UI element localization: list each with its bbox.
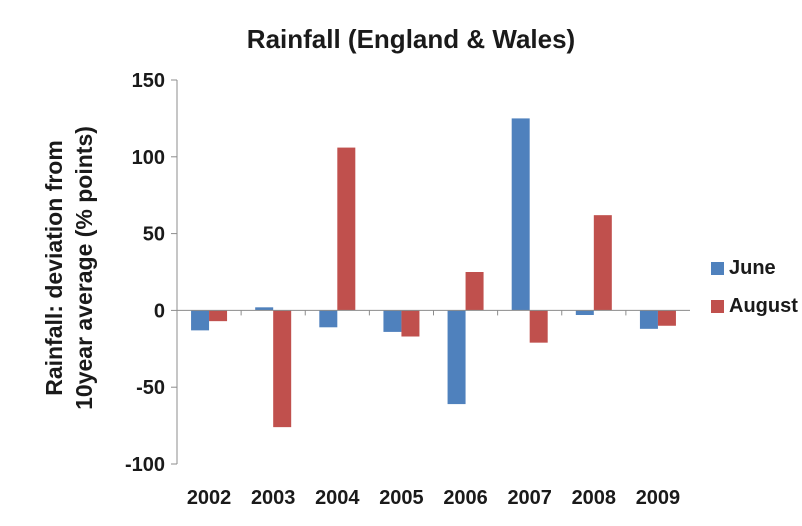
bar-august-2007 bbox=[529, 310, 548, 343]
bar-august-2004 bbox=[337, 147, 356, 311]
x-tick-label: 2007 bbox=[507, 487, 552, 509]
bar-june-2005 bbox=[383, 310, 402, 332]
y-tick-label: -50 bbox=[136, 377, 165, 399]
x-tick-label: 2006 bbox=[443, 487, 488, 509]
bar-june-2007 bbox=[511, 118, 530, 311]
x-tick-label: 2009 bbox=[636, 487, 681, 509]
legend-label-august: August bbox=[729, 295, 798, 317]
y-tick-label: 150 bbox=[132, 70, 165, 92]
y-tick-label: 0 bbox=[154, 300, 165, 322]
bar-august-2009 bbox=[657, 310, 676, 326]
y-tick-label: -100 bbox=[125, 454, 165, 476]
y-tick-label: 50 bbox=[143, 224, 165, 246]
x-tick-label: 2003 bbox=[251, 487, 296, 509]
y-axis-label-line1: Rainfall: deviation from bbox=[41, 140, 67, 396]
bar-june-2009 bbox=[639, 310, 658, 329]
x-tick-label: 2004 bbox=[315, 487, 360, 509]
y-axis-label: Rainfall: deviation from 10year average … bbox=[41, 126, 97, 410]
bar-august-2002 bbox=[209, 310, 228, 322]
bar-august-2006 bbox=[465, 272, 484, 311]
y-tick-label: 100 bbox=[132, 147, 165, 169]
x-tick-label: 2002 bbox=[187, 487, 232, 509]
y-axis-label-line2: 10year average (% points) bbox=[71, 126, 97, 410]
bar-june-2003 bbox=[255, 307, 274, 311]
legend-swatch-june bbox=[711, 262, 724, 275]
x-tick-label: 2005 bbox=[379, 487, 424, 509]
y-axis-ticks: -100 -50 0 50 100 150 bbox=[125, 70, 177, 476]
bar-june-2006 bbox=[447, 310, 466, 405]
bar-june-2004 bbox=[319, 310, 338, 328]
bar-june-2002 bbox=[191, 310, 210, 331]
legend: June August bbox=[711, 257, 798, 317]
x-tick-label: 2008 bbox=[572, 487, 617, 509]
bars bbox=[176, 118, 676, 428]
bar-august-2003 bbox=[273, 310, 292, 428]
legend-label-june: June bbox=[729, 257, 776, 279]
legend-swatch-august bbox=[711, 300, 724, 313]
bar-august-2008 bbox=[593, 215, 612, 311]
bar-june-2008 bbox=[575, 310, 594, 316]
bar-august-2005 bbox=[401, 310, 420, 337]
x-axis-labels: 2002 2003 2004 2005 2006 2007 2008 2009 bbox=[187, 487, 680, 509]
chart-title: Rainfall (England & Wales) bbox=[247, 24, 575, 54]
